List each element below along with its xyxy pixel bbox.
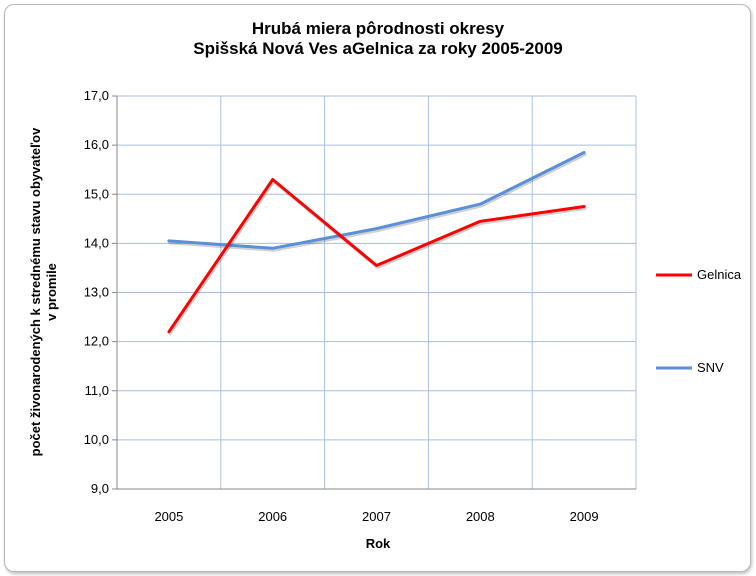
axis-ticks: 9,0 10,0 11,0 12,0 13,0 14,0 15,0 16,0 17,0 2005 2… (84, 88, 599, 524)
x-axis-title: Rok (366, 536, 391, 551)
y-axis-title-line-2: v promile (44, 263, 59, 321)
series-lines (167, 151, 587, 336)
series-line-shadow (168, 180, 587, 336)
y-tick-label: 15,0 (84, 186, 109, 201)
y-tick-label: 14,0 (84, 235, 109, 250)
legend-label-gelnica: Gelnica (697, 267, 742, 282)
x-tick-label: 2007 (362, 509, 391, 524)
y-tick-label: 13,0 (84, 285, 109, 300)
y-tick-label: 10,0 (84, 432, 109, 447)
y-tick-label: 16,0 (84, 137, 109, 152)
series-line-shadow (168, 153, 587, 252)
plot-grid (112, 95, 637, 490)
legend: Gelnica SNV (656, 267, 742, 375)
y-tick-label: 11,0 (85, 383, 109, 398)
chart-title-line-2: Spišská Nová Ves aGelnica za roky 2005-2… (193, 39, 563, 58)
x-tick-label: 2008 (466, 509, 495, 524)
x-tick-label: 2009 (570, 509, 599, 524)
x-tick-label: 2006 (258, 509, 287, 524)
legend-label-snv: SNV (697, 360, 724, 375)
y-axis-title-line-1: počet živonarodených k strednému stavu o… (28, 127, 43, 456)
series-line-gelnica (167, 178, 586, 334)
series-line-snv (167, 151, 586, 250)
x-tick-label: 2005 (154, 509, 183, 524)
y-tick-label: 9,0 (91, 481, 109, 496)
y-tick-label: 12,0 (84, 334, 109, 349)
chart-title-line-1: Hrubá miera pôrodnosti okresy (252, 19, 505, 38)
y-tick-label: 17,0 (84, 88, 109, 103)
